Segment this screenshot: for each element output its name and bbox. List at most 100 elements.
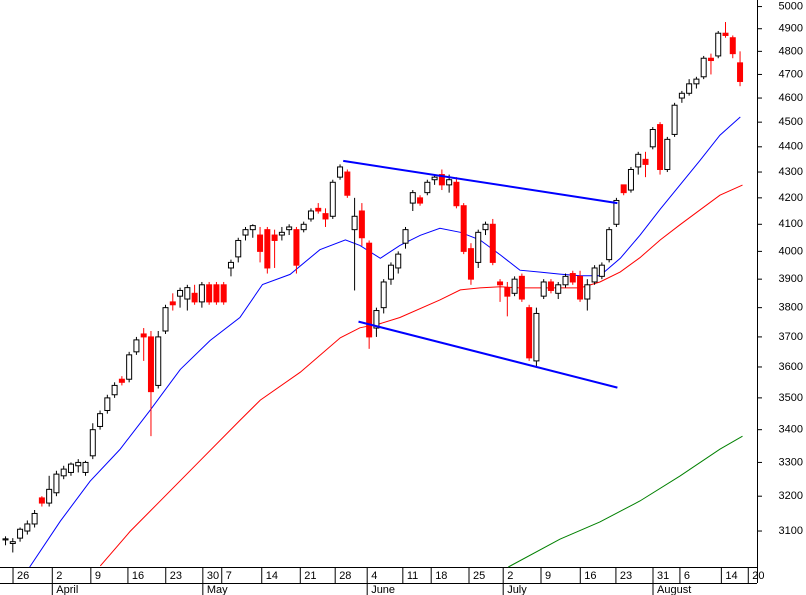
candle-body (671, 104, 678, 135)
candle-body (526, 307, 533, 359)
candle-body (635, 153, 642, 168)
candle-body (649, 128, 656, 148)
y-tick-label: 4500 (779, 116, 803, 128)
candle-body (620, 184, 627, 194)
y-tick-label: 4800 (779, 45, 803, 57)
candle-body (53, 473, 60, 494)
candle-body (584, 284, 591, 300)
moving-average (508, 435, 743, 568)
candle-body (155, 336, 162, 386)
candle-body (278, 231, 285, 236)
moving-average (29, 116, 741, 568)
candle-body (242, 229, 249, 236)
x-tick-label: 16 (132, 570, 144, 582)
candle-body (504, 287, 511, 297)
candle-body (89, 429, 96, 457)
candle-body (126, 354, 133, 380)
y-tick-label: 4400 (779, 141, 803, 153)
candle-body (722, 32, 729, 36)
candle-body (198, 284, 205, 303)
y-tick-label: 3600 (779, 361, 803, 373)
x-tick-label: 18 (435, 570, 447, 582)
candle-body (395, 253, 402, 269)
candle-body (438, 174, 445, 186)
candle-body (17, 528, 24, 539)
candle-body (562, 275, 569, 286)
month-label: June (371, 584, 395, 595)
candle-body (518, 275, 525, 300)
candle-body (111, 384, 118, 396)
y-tick-label: 3300 (779, 456, 803, 468)
candle-body (737, 62, 744, 82)
candle-body (598, 264, 605, 277)
candle-body (97, 413, 104, 427)
candle-body (613, 199, 620, 225)
x-tick-label: 21 (304, 570, 316, 582)
candle-body (82, 461, 89, 473)
month-label: May (207, 584, 228, 595)
candle-body (9, 541, 16, 544)
candle-body (591, 267, 598, 283)
candle-body (162, 307, 169, 332)
y-tick-label: 4200 (779, 192, 803, 204)
candle-body (264, 229, 271, 269)
candle-body (227, 261, 234, 269)
x-tick-label: 4 (371, 570, 377, 582)
y-tick-label: 4100 (779, 218, 803, 230)
candle-body (540, 281, 547, 297)
candle-body (307, 210, 314, 220)
candle-body (577, 275, 584, 300)
candle-body (2, 538, 9, 541)
candle-body (497, 281, 504, 286)
candle-body (446, 179, 453, 186)
y-tick-label: 3700 (779, 331, 803, 343)
candle-body (118, 378, 125, 383)
x-tick-label: 25 (473, 570, 485, 582)
x-tick-label: 9 (95, 570, 101, 582)
candle-body (627, 168, 634, 191)
candle-body (206, 284, 213, 303)
candle-body (453, 181, 460, 207)
candle-body (213, 284, 220, 303)
candle-body (67, 463, 74, 473)
trend-line (358, 320, 618, 389)
x-tick-label: 26 (17, 570, 29, 582)
candle-body (678, 92, 685, 99)
y-tick-label: 3200 (779, 490, 803, 502)
candle-body (664, 138, 671, 170)
candle-body (729, 37, 736, 55)
candle-body (693, 78, 700, 85)
candle-body (344, 171, 351, 196)
y-tick-label: 5000 (779, 0, 803, 12)
moving-average (99, 184, 743, 567)
y-tick-label: 4000 (779, 245, 803, 257)
candle-body (489, 223, 496, 263)
candle-body (482, 223, 489, 231)
x-tick-label: 2 (507, 570, 513, 582)
candle-body (235, 239, 242, 258)
candle-body (38, 497, 45, 504)
candle-body (169, 301, 176, 306)
month-label: August (657, 584, 691, 595)
candle-body (191, 292, 198, 303)
candle-body (569, 273, 576, 283)
candle-body (380, 281, 387, 309)
candle-body (409, 192, 416, 204)
month-label: July (507, 584, 527, 595)
y-tick-label: 4700 (779, 68, 803, 80)
candle-body (475, 231, 482, 263)
candle-body (315, 207, 322, 212)
candle-body (329, 181, 336, 217)
x-tick-label: 28 (339, 570, 351, 582)
candle-body (337, 166, 344, 178)
candle-body (184, 287, 191, 300)
y-tick-label: 3500 (779, 392, 803, 404)
candle-body (322, 213, 329, 220)
y-tick-label: 4300 (779, 166, 803, 178)
candle-body (249, 225, 256, 231)
candle-body (300, 223, 307, 231)
x-tick-label: 31 (657, 570, 669, 582)
x-tick-label: 14 (725, 570, 737, 582)
candle-body (133, 339, 140, 353)
candle-body (257, 234, 264, 252)
